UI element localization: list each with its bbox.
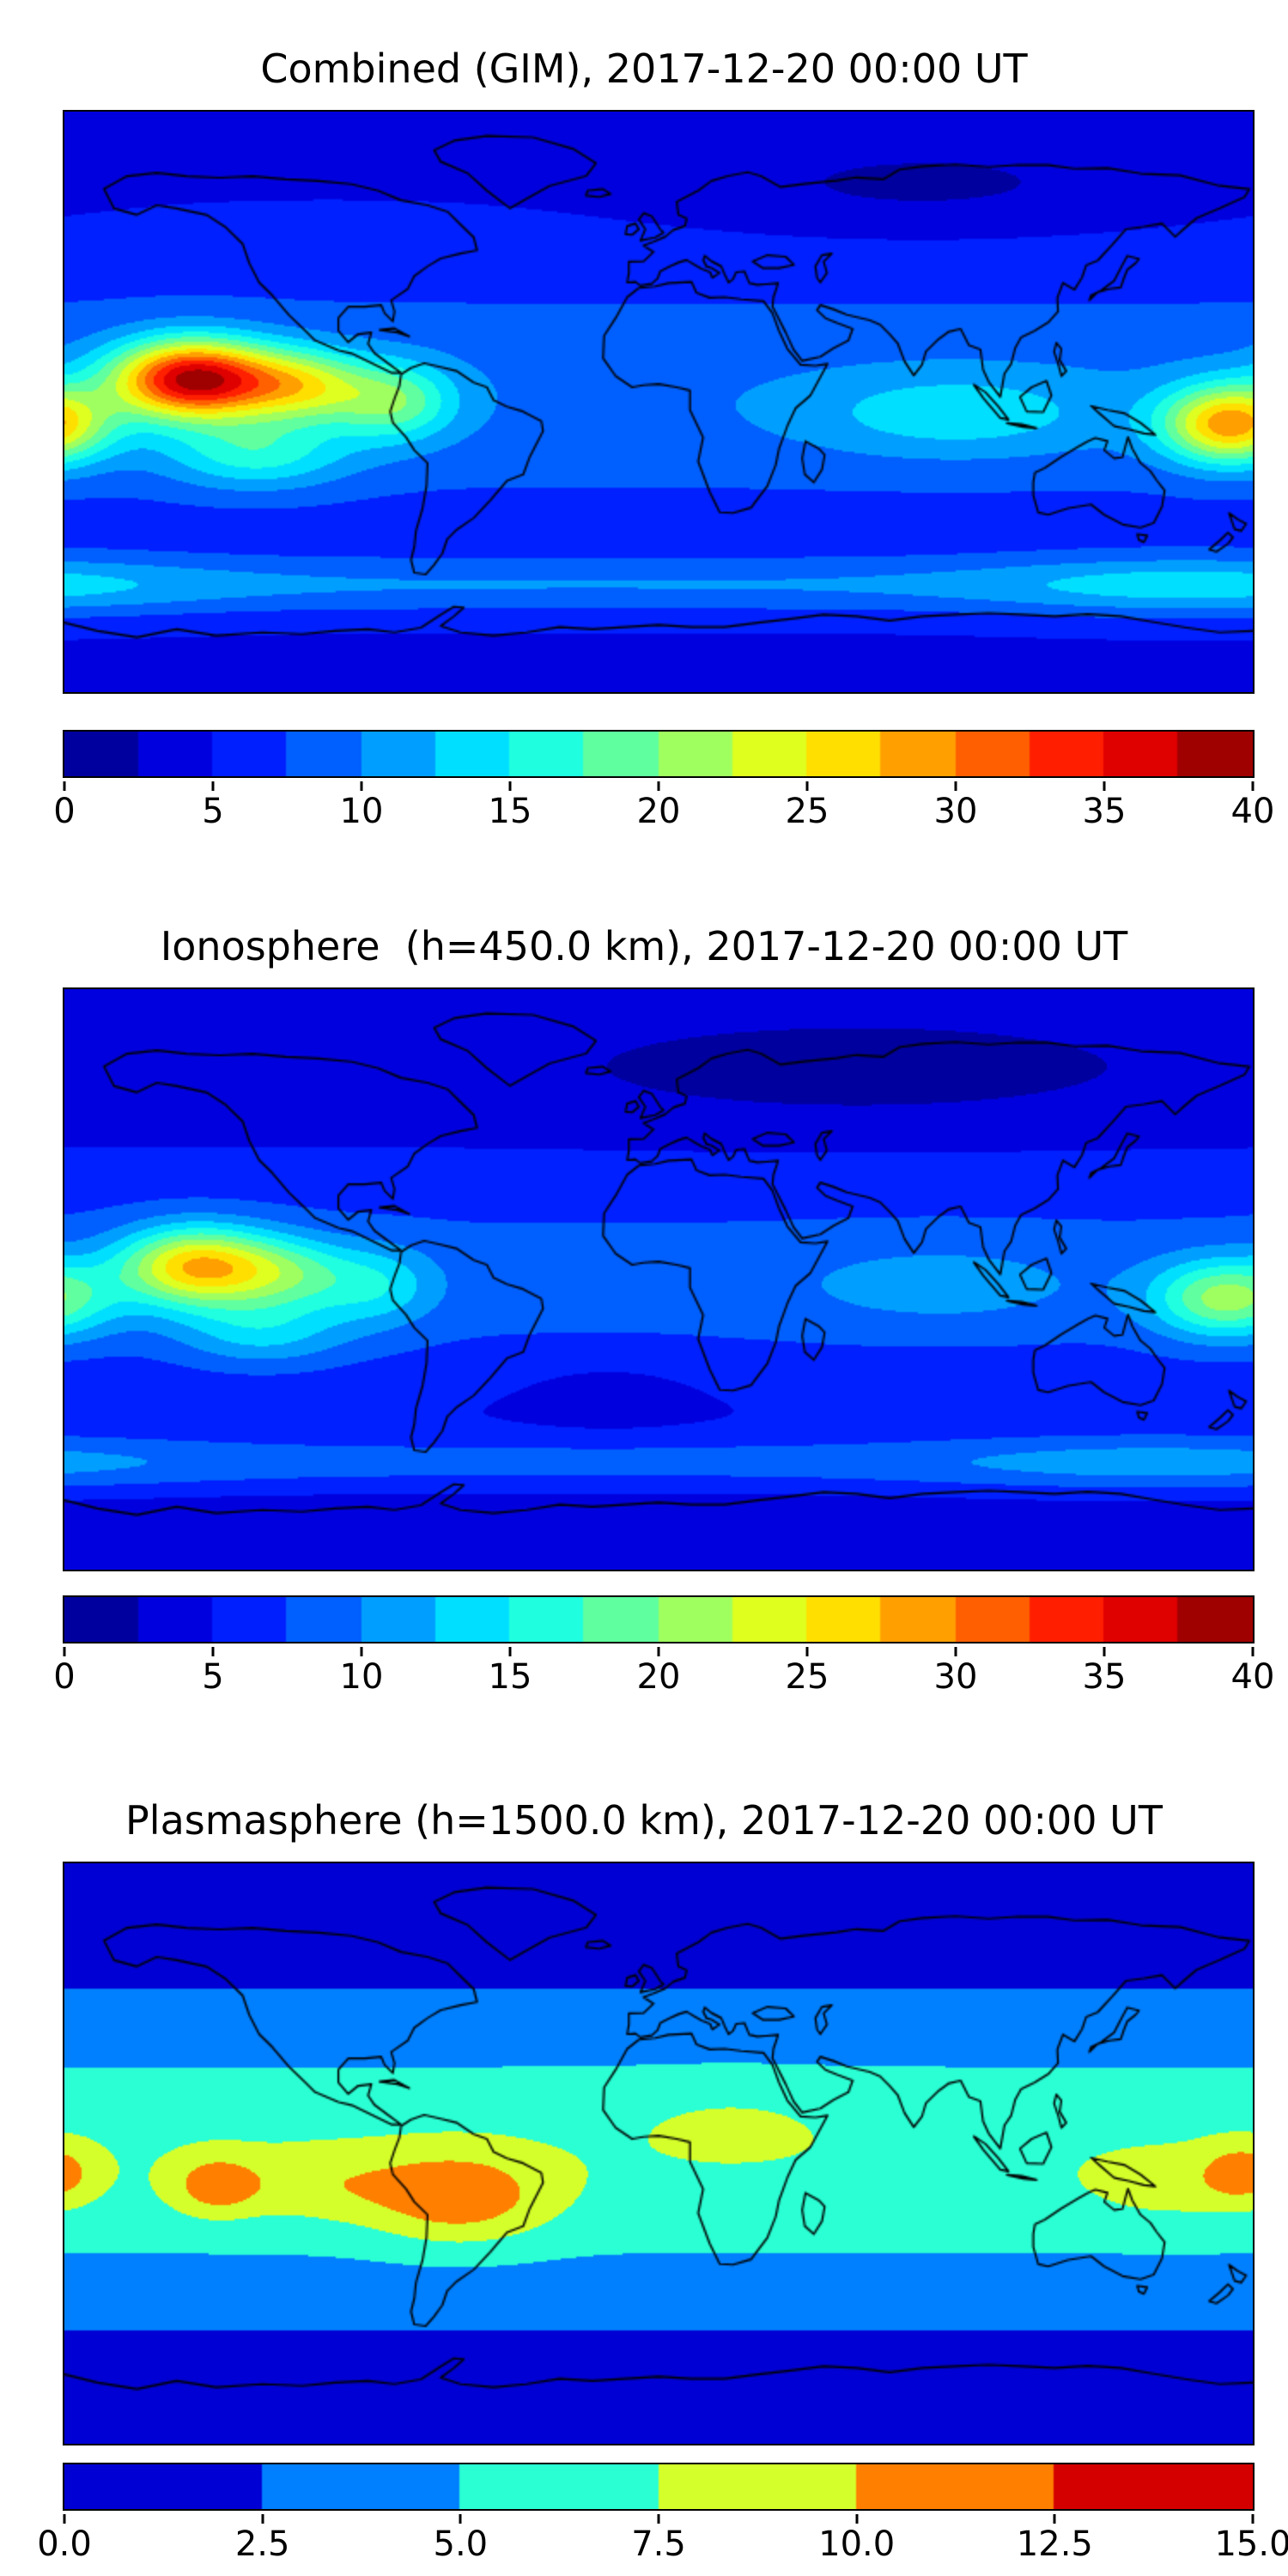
colorbar-tick [1251,1647,1255,1656]
map-frame-ionosphere [63,987,1255,1571]
colorbar-tick [211,781,215,791]
world-map-canvas-combined [64,112,1253,692]
colorbar-tick-label: 25 [785,1657,829,1697]
colorbar-tick [657,2514,660,2524]
colorbar-ticks-ionosphere: 0 5 10 15 20 25 30 35 40 [53,1647,1274,1700]
colorbar-canvas-plasmasphere [64,2464,1253,2509]
world-map-canvas-ionosphere [64,989,1253,1570]
colorbar-tick-label: 2.5 [234,2524,290,2564]
panel-combined-gim: Combined (GIM), 2017-12-20 00:00 UT 0 5 10… [0,0,1288,835]
colorbar-tick-label: 12.5 [1016,2524,1093,2564]
map-title-ionosphere: Ionosphere (h=450.0 km), 2017-12-20 00:0… [160,923,1128,969]
colorbar-tick-label: 35 [1082,792,1127,831]
map-frame-plasmasphere [63,1862,1255,2445]
colorbar-tick-label: 10.0 [818,2524,896,2564]
colorbar-tick [855,2514,859,2524]
colorbar-tick [63,781,66,791]
colorbar-tick-label: 7.5 [631,2524,686,2564]
colorbar-tick-label: 40 [1230,1657,1275,1697]
colorbar-tick-label: 5 [202,1657,224,1697]
colorbar-frame-ionosphere [63,1595,1255,1643]
colorbar-tick [657,781,660,791]
colorbar-tick-label: 30 [933,792,978,831]
colorbar-tick-label: 20 [636,1657,681,1697]
colorbar-tick-label: 5.0 [433,2524,489,2564]
colorbar-tick-label: 5 [202,792,224,831]
colorbar-tick [508,781,512,791]
colorbar-tick-label: 30 [933,1657,978,1697]
map-title-combined: Combined (GIM), 2017-12-20 00:00 UT [260,46,1028,92]
colorbar-tick [1103,1647,1106,1656]
colorbar-tick-label: 40 [1230,792,1275,831]
colorbar-frame-combined [63,730,1255,778]
colorbar-tick-label: 0.0 [37,2524,92,2564]
colorbar-tick-label: 20 [636,792,681,831]
world-map-canvas-plasmasphere [64,1863,1253,2444]
map-title-plasmasphere: Plasmasphere (h=1500.0 km), 2017-12-20 0… [125,1797,1163,1844]
colorbar-tick-label: 0 [53,1657,76,1697]
colorbar-tick [805,1647,809,1656]
colorbar-tick [261,2514,264,2524]
panel-ionosphere: Ionosphere (h=450.0 km), 2017-12-20 00:0… [0,835,1288,1700]
colorbar-tick-label: 15 [488,792,532,831]
colorbar-tick [954,781,957,791]
colorbar-ticks-combined: 0 5 10 15 20 25 30 35 40 [53,781,1274,835]
colorbar-tick [459,2514,462,2524]
colorbar-tick [360,1647,363,1656]
colorbar-tick [63,1647,66,1656]
colorbar-tick-label: 10 [339,792,384,831]
colorbar-tick [1103,781,1106,791]
colorbar-tick-label: 10 [339,1657,384,1697]
colorbar-tick [657,1647,660,1656]
colorbar-frame-plasmasphere [63,2463,1255,2511]
colorbar-tick-label: 25 [785,792,829,831]
colorbar-canvas-ionosphere [64,1597,1253,1642]
colorbar-tick [211,1647,215,1656]
colorbar-tick [63,2514,66,2524]
colorbar-tick [1251,781,1255,791]
colorbar-tick-label: 15.0 [1214,2524,1288,2564]
colorbar-tick [1251,2514,1255,2524]
panel-plasmasphere: Plasmasphere (h=1500.0 km), 2017-12-20 0… [0,1700,1288,2567]
colorbar-tick-label: 15 [488,1657,532,1697]
colorbar-tick-label: 0 [53,792,76,831]
colorbar-tick [508,1647,512,1656]
colorbar-ticks-plasmasphere: 0.0 2.5 5.0 7.5 10.0 12.5 15.0 [37,2514,1288,2567]
colorbar-tick [954,1647,957,1656]
colorbar-tick [360,781,363,791]
map-frame-combined [63,110,1255,694]
colorbar-canvas-combined [64,732,1253,776]
colorbar-tick [805,781,809,791]
colorbar-tick-label: 35 [1082,1657,1127,1697]
colorbar-tick [1053,2514,1056,2524]
